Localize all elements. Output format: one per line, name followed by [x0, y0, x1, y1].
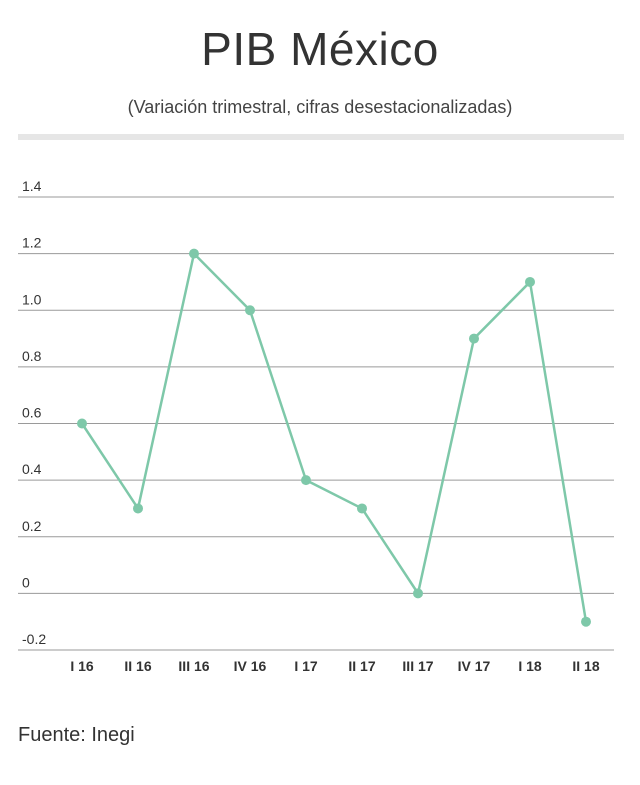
data-point	[413, 588, 423, 599]
x-tick-label: I 16	[70, 658, 94, 674]
x-tick-label: I 17	[294, 658, 318, 674]
x-tick-label: II 16	[124, 658, 151, 674]
y-tick-label: 0.8	[22, 348, 42, 364]
line-chart: -0.2 0 0.2 0.4 0.6 0.8 1.0 1.2 1.4 I 16 II 16 III …	[18, 178, 614, 674]
y-axis-tick-labels: -0.2 0 0.2 0.4 0.6 0.8 1.0 1.2 1.4	[22, 178, 46, 647]
x-tick-label: III 16	[178, 658, 209, 674]
x-tick-label: IV 16	[234, 658, 267, 674]
data-point	[245, 305, 255, 316]
y-tick-label: 0.6	[22, 405, 42, 421]
data-points	[77, 248, 591, 627]
y-tick-label: 0	[22, 574, 30, 590]
y-tick-label: 1.4	[22, 178, 42, 194]
series-line-layer	[80, 252, 588, 622]
series-line	[80, 252, 588, 622]
gridlines	[18, 196, 614, 651]
data-point	[581, 616, 591, 627]
header-divider	[18, 134, 624, 140]
chart-subtitle: (Variación trimestral, cifras desestacio…	[127, 97, 513, 117]
y-tick-label: 1.0	[22, 291, 42, 307]
x-tick-label: IV 17	[458, 658, 491, 674]
source-note: Fuente: Inegi	[18, 724, 135, 746]
x-tick-label: III 17	[402, 658, 433, 674]
x-tick-label: II 18	[572, 658, 599, 674]
data-point	[301, 475, 311, 486]
y-tick-label: -0.2	[22, 631, 46, 647]
y-tick-label: 0.4	[22, 461, 42, 477]
data-point	[525, 276, 535, 287]
x-tick-label: II 17	[348, 658, 375, 674]
y-tick-label: 0.2	[22, 518, 42, 534]
x-tick-label: I 18	[518, 658, 542, 674]
data-point	[357, 503, 367, 514]
x-axis-tick-labels: I 16 II 16 III 16 IV 16 I 17 II 17 III 17 IV 17…	[70, 658, 600, 674]
chart-title: PIB México	[201, 23, 439, 75]
data-point	[189, 248, 199, 259]
data-point	[133, 503, 143, 514]
y-tick-label: 1.2	[22, 235, 42, 251]
data-point	[77, 418, 87, 429]
data-point	[469, 333, 479, 344]
